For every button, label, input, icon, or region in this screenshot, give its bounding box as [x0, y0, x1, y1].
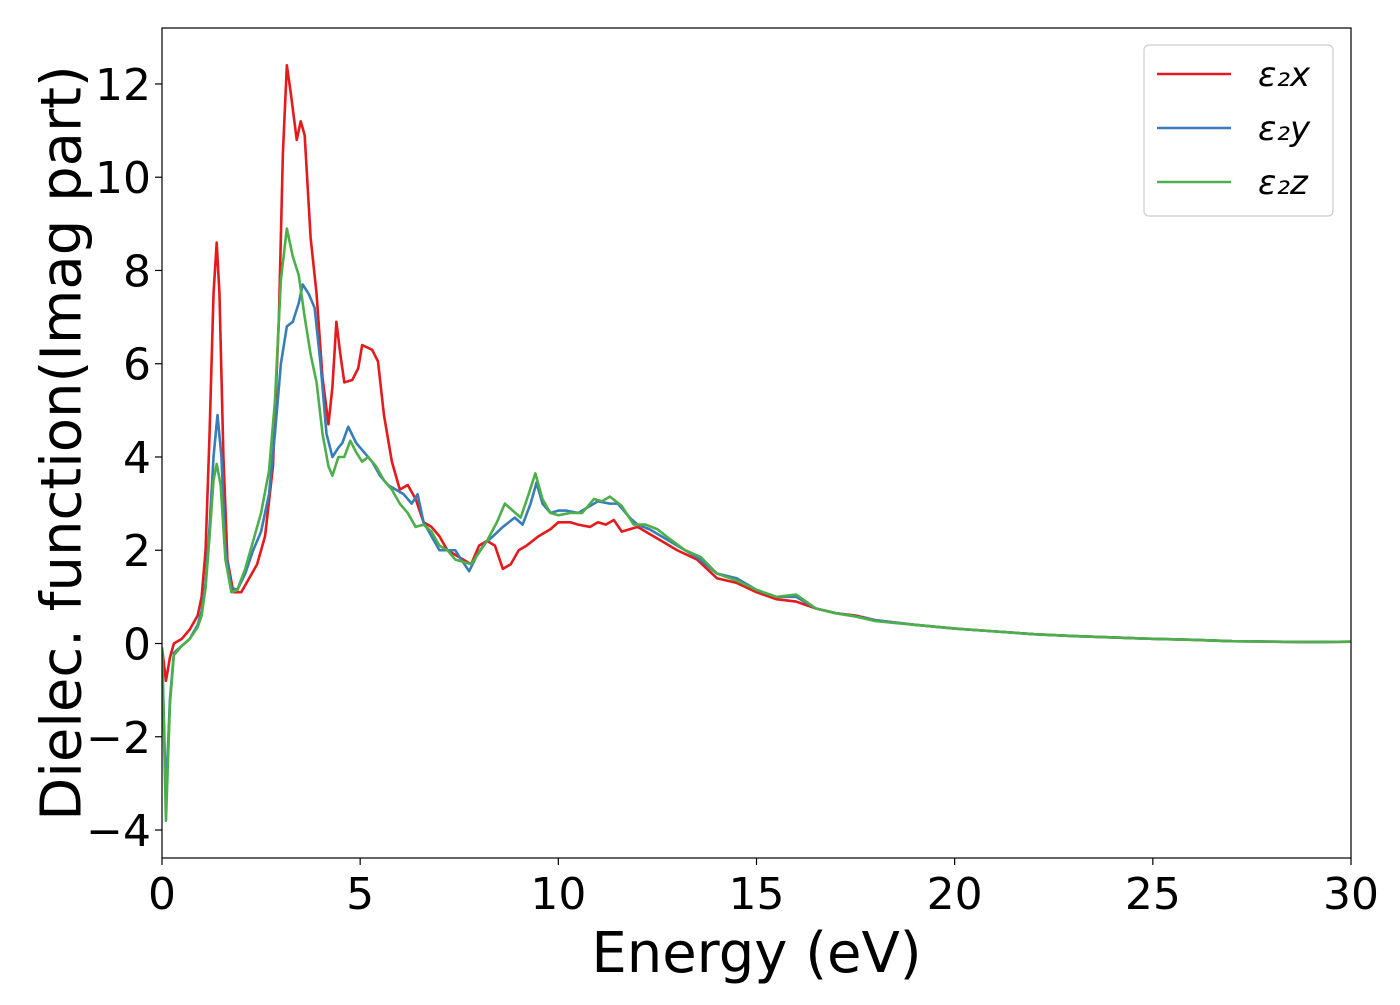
- x-tick-label: 5: [346, 869, 374, 920]
- y-axis-ticks: −4 −2 0 2 4 6 8 10 12: [86, 60, 162, 857]
- legend-label-2: ε₂y: [1258, 109, 1311, 149]
- x-tick-label: 15: [729, 869, 785, 920]
- legend-label-3: ε₂z: [1258, 163, 1309, 203]
- x-tick-label: 30: [1323, 869, 1379, 920]
- y-tick-label: 10: [95, 153, 151, 204]
- y-tick-label: 8: [123, 246, 151, 297]
- x-axis-title: Energy (eV): [591, 921, 921, 986]
- legend: ε₂x ε₂y ε₂z: [1143, 44, 1334, 217]
- x-axis-ticks: 0 5 10 15 20 25 30: [148, 858, 1379, 920]
- x-tick-label: 20: [927, 869, 983, 920]
- x-tick-label: 25: [1125, 869, 1181, 920]
- legend-label-1: ε₂x: [1258, 55, 1311, 95]
- y-tick-label: 12: [95, 60, 151, 111]
- y-tick-label: 4: [123, 433, 151, 484]
- x-tick-label: 10: [530, 869, 586, 920]
- series-line-1: [162, 64, 1351, 683]
- y-tick-label: 6: [123, 340, 151, 391]
- legend-box: [1143, 44, 1334, 217]
- x-tick-label: 0: [148, 869, 176, 920]
- series-line-3: [162, 227, 1351, 823]
- y-axis-title: Dielec. function(Imag part): [30, 65, 95, 821]
- y-tick-label: 2: [123, 526, 151, 577]
- y-tick-label: −2: [86, 713, 151, 764]
- y-tick-label: 0: [123, 620, 151, 671]
- series-layer: [162, 64, 1351, 823]
- y-tick-label: −4: [86, 806, 151, 857]
